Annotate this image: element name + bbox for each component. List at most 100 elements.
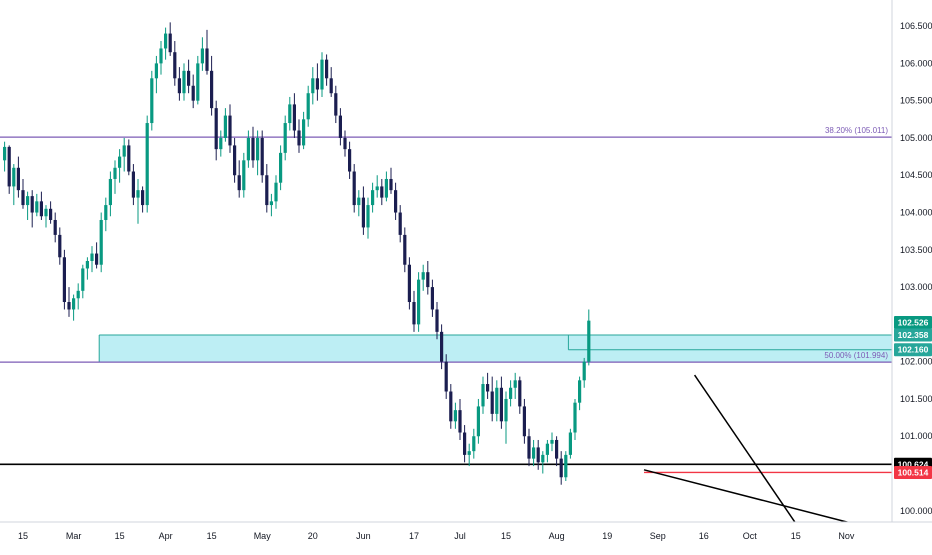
candle-body <box>476 406 480 437</box>
y-tick-label: 100.000 <box>900 506 932 516</box>
candle-body <box>191 85 195 101</box>
candle-body <box>44 208 48 217</box>
candle-body <box>49 208 53 220</box>
candle-body <box>228 115 232 146</box>
x-tick-label: May <box>254 531 272 541</box>
candle-body <box>582 361 586 381</box>
candle-body <box>384 178 388 198</box>
candle-body <box>196 63 200 101</box>
candle-body <box>288 104 292 124</box>
candle-body <box>509 387 513 399</box>
candle-body <box>16 167 20 191</box>
candle-body <box>108 178 112 206</box>
candle-body <box>26 196 30 206</box>
candle-body <box>440 331 444 362</box>
candle-body <box>260 137 264 176</box>
candle-body <box>564 454 568 478</box>
candle-body <box>7 146 11 187</box>
candle-body <box>127 145 131 172</box>
candle-body <box>320 59 324 90</box>
candle-body <box>472 436 476 452</box>
candle-body <box>532 447 536 459</box>
candle-body <box>62 257 66 303</box>
candle-body <box>371 190 375 206</box>
candle-body <box>246 137 250 161</box>
candle-body <box>421 272 425 280</box>
candle-body <box>380 186 384 198</box>
x-tick-label: Aug <box>549 531 565 541</box>
x-tick-label: Oct <box>743 531 758 541</box>
candle-body <box>444 361 448 392</box>
candle-body <box>325 59 329 79</box>
candle-body <box>3 146 7 161</box>
candle-body <box>407 264 411 303</box>
candle-body <box>265 175 269 206</box>
candle-body <box>72 298 76 310</box>
candle-body <box>435 309 439 332</box>
candle-body <box>486 384 490 392</box>
fib-50-label: 50.00% (101.994) <box>824 351 888 360</box>
candle-body <box>375 186 379 191</box>
lower-trendline <box>643 469 856 525</box>
candle-body <box>306 93 310 120</box>
candle-body <box>302 119 306 146</box>
candle-body <box>394 190 398 213</box>
x-tick-label: 15 <box>115 531 125 541</box>
candle-body <box>398 212 402 235</box>
y-tick-label: 105.000 <box>900 133 932 143</box>
candle-body <box>417 279 421 325</box>
candle-body <box>536 447 540 463</box>
candle-body <box>182 70 186 94</box>
x-axis-panel <box>0 522 932 550</box>
candle-body <box>99 219 103 265</box>
candle-body <box>513 380 517 388</box>
x-tick-label: Sep <box>650 531 666 541</box>
candle-body <box>168 33 172 53</box>
candle-body <box>403 234 407 265</box>
candle-body <box>90 253 94 261</box>
candle-body <box>76 290 80 299</box>
candle-body <box>555 439 559 459</box>
x-tick-label: Mar <box>66 531 82 541</box>
price-badge <box>894 315 932 329</box>
candle-body <box>81 268 85 291</box>
price-badge <box>894 328 932 342</box>
x-tick-label: 15 <box>18 531 28 541</box>
y-tick-label: 106.500 <box>900 21 932 31</box>
candle-body <box>242 160 246 191</box>
candle-body <box>311 78 315 94</box>
candle-body <box>490 391 494 414</box>
candle-body <box>573 402 577 433</box>
candle-body <box>518 380 522 407</box>
candle-body <box>122 145 126 157</box>
price-badge-label: 100.514 <box>898 467 929 477</box>
candle-body <box>426 272 430 288</box>
candle-body <box>30 196 34 213</box>
candle-body <box>559 458 563 478</box>
candle-body <box>315 78 319 90</box>
candle-body <box>233 145 237 176</box>
candle-body <box>297 130 301 146</box>
candle-body <box>210 70 214 109</box>
candle-body <box>141 190 145 206</box>
upper-trendline <box>693 374 806 538</box>
candle-body <box>430 287 434 310</box>
x-tick-label: Jul <box>454 531 466 541</box>
price-badge-label: 100.624 <box>898 459 929 469</box>
candle-body <box>53 219 57 235</box>
candle-body <box>150 78 154 124</box>
x-tick-label: 15 <box>791 531 801 541</box>
candle-body <box>545 443 549 455</box>
candle-body <box>269 201 273 206</box>
y-tick-label: 101.500 <box>900 394 932 404</box>
candle-body <box>219 137 223 150</box>
candle-body <box>187 70 191 86</box>
price-badge <box>894 343 932 357</box>
candle-body <box>357 197 361 206</box>
candle-body <box>145 123 149 206</box>
x-tick-label: 20 <box>308 531 318 541</box>
fib-38-label: 38.20% (105.011) <box>825 126 888 135</box>
